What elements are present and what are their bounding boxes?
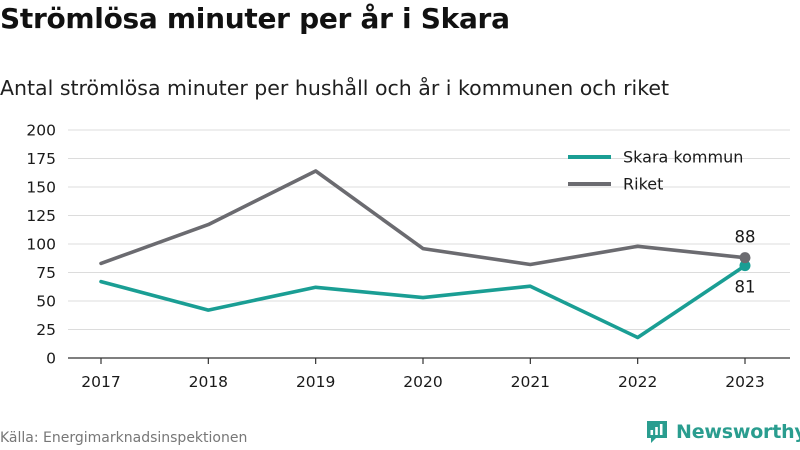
y-tick-label: 25: [36, 321, 56, 339]
x-tick-label: 2019: [296, 373, 335, 391]
y-tick-label: 75: [36, 264, 56, 282]
series-lines: [99, 169, 751, 340]
y-tick-label: 200: [26, 122, 56, 140]
x-tick-label: 2017: [81, 373, 120, 391]
x-tick-label: 2023: [725, 373, 764, 391]
series-line: [99, 169, 747, 267]
end-point-marker: [739, 260, 751, 272]
legend-label: Riket: [623, 175, 663, 194]
newsworthy-logo-icon: [647, 421, 667, 443]
y-axis: 0 25 50 75 100 125 150 175 200: [26, 122, 56, 368]
y-tick-label: 150: [26, 179, 56, 197]
gridlines: [68, 129, 790, 330]
x-tick-label: 2021: [511, 373, 550, 391]
legend-label: Skara kommun: [623, 148, 743, 167]
y-tick-label: 100: [26, 236, 56, 254]
y-tick-label: 0: [46, 350, 56, 368]
chart-subtitle: Antal strömlösa minuter per hushåll och …: [0, 76, 669, 100]
series-line: [99, 263, 747, 340]
data-label: 88: [735, 228, 756, 247]
x-tick-label: 2018: [189, 373, 228, 391]
y-tick-label: 50: [36, 293, 56, 311]
data-label: 81: [735, 278, 756, 297]
y-tick-label: 175: [26, 150, 56, 168]
legend: Skara kommun Riket: [568, 148, 743, 194]
data-labels: 88 81: [735, 228, 756, 297]
x-tick-label: 2020: [403, 373, 442, 391]
source-note: Källa: Energimarknadsinspektionen: [0, 430, 248, 446]
brand-name: Newsworthy: [676, 421, 800, 443]
brand-logo: Newsworthy: [645, 419, 800, 445]
chart-title: Strömlösa minuter per år i Skara: [0, 2, 510, 35]
x-axis: 2017 2018 2019 2020 2021 2022 2023: [68, 357, 790, 391]
y-tick-label: 125: [26, 207, 56, 225]
end-point-marker: [739, 252, 751, 264]
x-tick-label: 2022: [618, 373, 657, 391]
